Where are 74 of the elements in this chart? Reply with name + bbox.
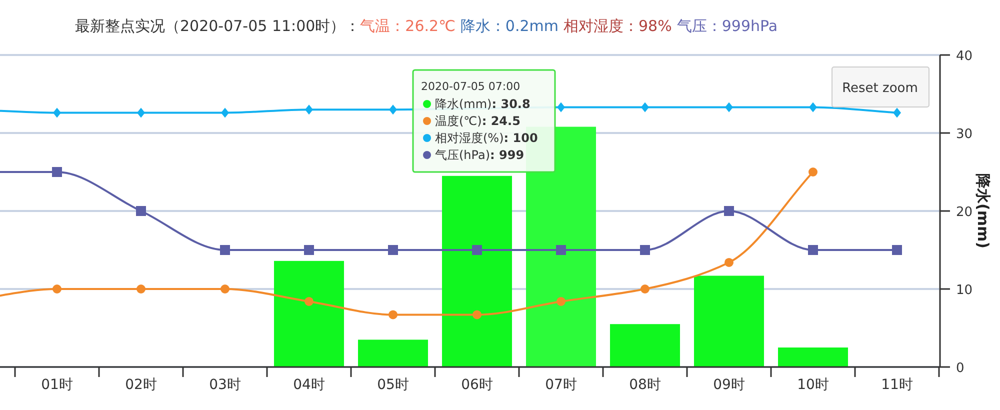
x-tick-label: 01时 bbox=[41, 377, 73, 393]
point bbox=[305, 104, 313, 115]
point bbox=[809, 102, 817, 112]
annotation: : 24.5 bbox=[482, 114, 520, 128]
point bbox=[388, 310, 398, 320]
x-tick-label: 07时 bbox=[545, 377, 577, 393]
annotation: 2020-07-05 07:00 bbox=[421, 80, 520, 93]
y-tick-label: 10 bbox=[956, 283, 973, 298]
point bbox=[304, 245, 314, 255]
bar bbox=[610, 324, 680, 367]
y-tick-label: 30 bbox=[956, 127, 973, 142]
y-tick-label: 40 bbox=[956, 49, 973, 64]
x-tick-label: 06时 bbox=[461, 377, 493, 393]
bar bbox=[274, 260, 344, 367]
x-tick-label: 04时 bbox=[293, 377, 325, 393]
annotation: : 100 bbox=[504, 131, 538, 145]
point bbox=[641, 102, 649, 112]
point bbox=[472, 245, 482, 255]
x-tick-label: 09时 bbox=[713, 377, 745, 393]
point bbox=[893, 108, 901, 118]
point bbox=[304, 296, 314, 306]
point bbox=[52, 167, 62, 177]
legend-item: 相对湿度(%): 100 bbox=[423, 131, 538, 145]
point bbox=[724, 206, 734, 216]
point bbox=[808, 168, 818, 176]
point bbox=[389, 104, 397, 115]
x-tick-label: 10时 bbox=[797, 377, 829, 393]
point bbox=[557, 102, 565, 112]
x-tick-label: 05时 bbox=[377, 377, 409, 393]
point bbox=[221, 108, 229, 118]
reset-zoom: Reset zoom bbox=[832, 66, 930, 108]
point bbox=[892, 245, 902, 255]
legend-item: 气压(hPa): 999 bbox=[423, 148, 524, 162]
bar bbox=[358, 340, 428, 367]
annotation: : 30.8 bbox=[492, 97, 530, 111]
point bbox=[220, 245, 230, 255]
text: 气温：26.2℃ bbox=[360, 17, 456, 35]
x-tick-label: 03时 bbox=[209, 377, 241, 393]
point bbox=[556, 296, 566, 306]
point bbox=[725, 102, 733, 112]
point bbox=[52, 284, 62, 294]
legend-item: 温度(℃): 24.5 bbox=[423, 114, 520, 128]
point bbox=[136, 284, 146, 294]
bar bbox=[694, 276, 764, 367]
point bbox=[53, 108, 61, 118]
point bbox=[724, 258, 734, 267]
point bbox=[808, 245, 818, 255]
legend-label: 气压(hPa) bbox=[435, 148, 490, 162]
point bbox=[556, 245, 566, 255]
point bbox=[472, 310, 482, 320]
legend-label: 降水(mm) bbox=[435, 97, 492, 111]
annotation: : 999 bbox=[490, 148, 524, 162]
legend-label: 相对湿度(%) bbox=[435, 131, 504, 145]
x-tick-label: 11时 bbox=[881, 377, 913, 393]
x-tick-label: 08时 bbox=[629, 377, 661, 393]
point bbox=[137, 108, 145, 118]
legend-label: 温度(℃) bbox=[435, 114, 482, 128]
bar bbox=[442, 176, 512, 367]
y-tick-label: 20 bbox=[956, 205, 973, 220]
point bbox=[640, 284, 650, 294]
legend-item: 降水(mm): 30.8 bbox=[423, 97, 530, 111]
point bbox=[640, 245, 650, 255]
text: 气压：999hPa bbox=[676, 17, 778, 35]
x-tick-label: 02时 bbox=[125, 377, 157, 393]
text: 相对湿度：98% bbox=[564, 17, 672, 35]
y-tick-label: 0 bbox=[956, 361, 964, 376]
point bbox=[220, 284, 230, 294]
point bbox=[388, 245, 398, 255]
point bbox=[136, 206, 146, 216]
y-axis-title: 降水(mm) bbox=[974, 174, 992, 248]
bar bbox=[778, 348, 848, 367]
chart-title: 最新整点实况（2020-07-05 11:00时）： bbox=[75, 17, 360, 35]
text: 降水：0.2mm bbox=[460, 17, 559, 35]
annotation: Reset zoom bbox=[842, 81, 918, 96]
